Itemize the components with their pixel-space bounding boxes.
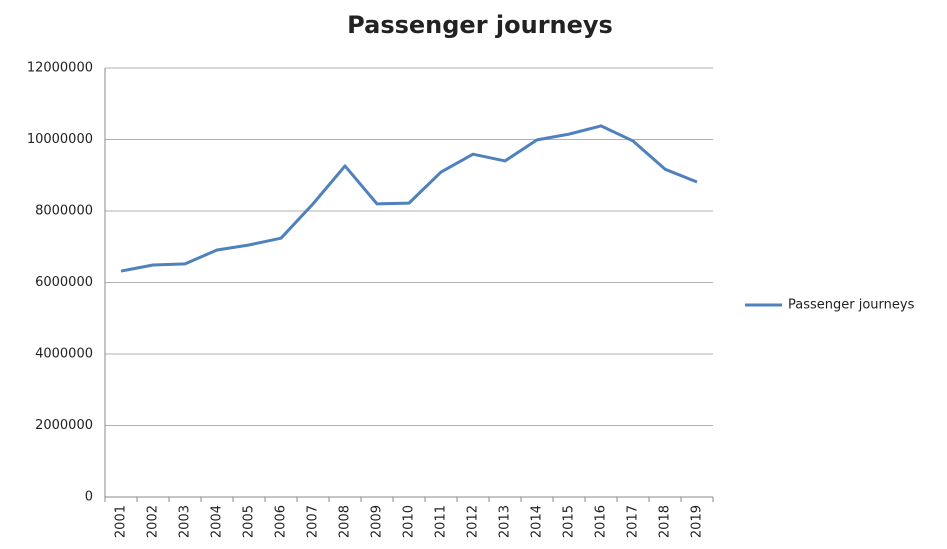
x-tick-label: 2010 [402,505,417,538]
x-tick-label: 2012 [466,505,481,538]
chart-title: Passenger journeys [347,11,613,39]
line-series [120,124,698,273]
x-tick-label: 2016 [594,505,609,538]
y-tick-label: 4000000 [35,347,93,362]
x-tick-label: 2013 [498,505,513,538]
y-tick-label: 12000000 [27,61,93,76]
x-tick-label: 2008 [338,505,353,538]
x-tick-label: 2014 [530,505,545,538]
y-tick-label: 0 [85,490,93,505]
x-tick-label: 2019 [690,505,705,538]
x-tick-label: 2007 [306,505,321,538]
legend-label: Passenger journeys [788,298,915,313]
x-tick-label: 2015 [562,505,577,538]
y-tick-label: 6000000 [35,275,93,290]
y-tick-label: 10000000 [27,132,93,147]
x-tick-label: 2003 [178,505,193,538]
x-tick-label: 2002 [146,505,161,538]
x-tick-label: 2004 [210,505,225,538]
x-tick-label: 2018 [658,505,673,538]
x-tick-label: 2017 [626,505,641,538]
x-tick-label: 2001 [114,505,129,538]
x-tick-label: 2006 [274,505,289,538]
y-tick-label: 8000000 [35,204,93,219]
x-tick-label: 2011 [434,505,449,538]
x-tick-label: 2005 [242,505,257,538]
y-tick-label: 2000000 [35,418,93,433]
x-tick-label: 2009 [370,505,385,538]
